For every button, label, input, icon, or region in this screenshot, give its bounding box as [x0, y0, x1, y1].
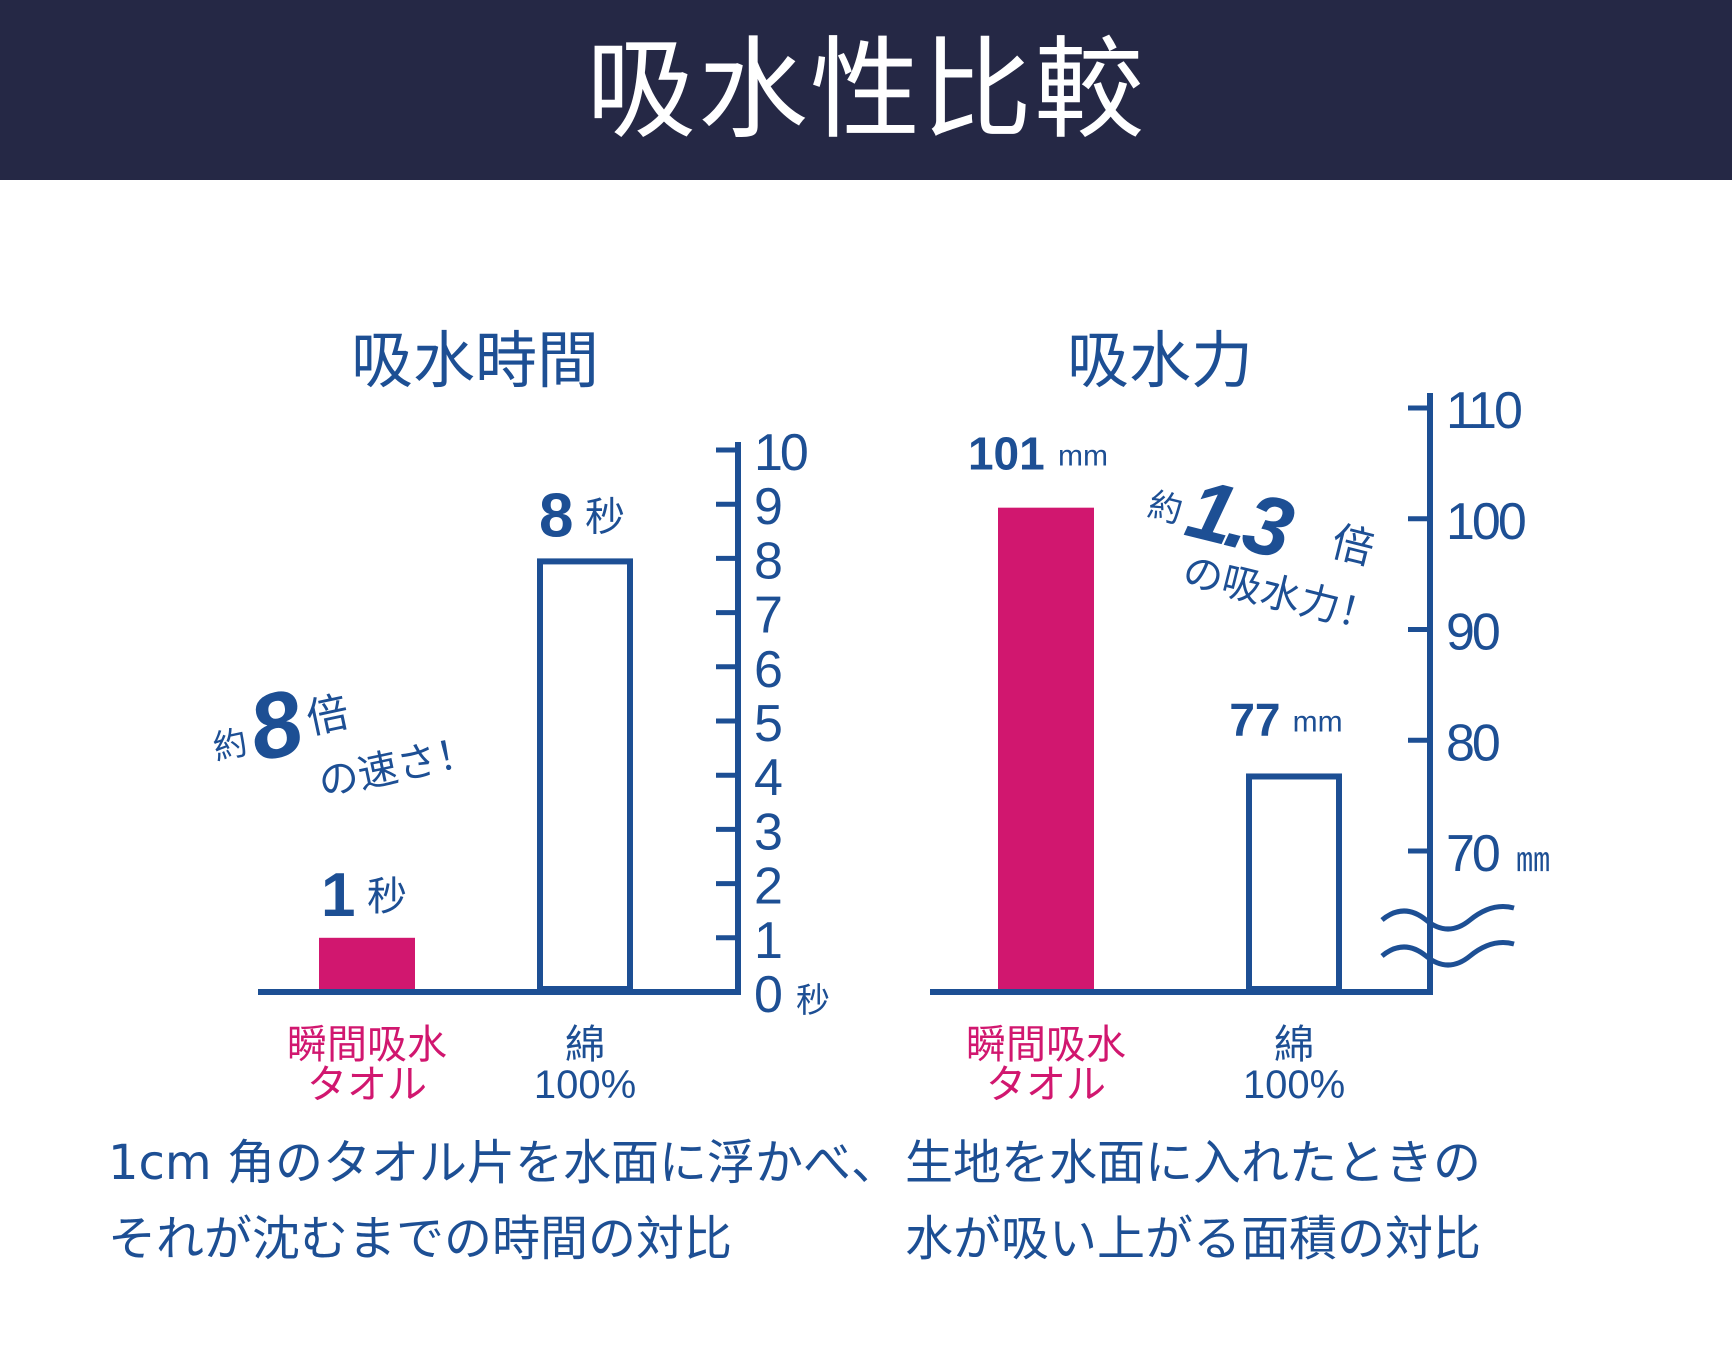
axis-break-wave-bottom — [1380, 940, 1515, 968]
chart-absorption-power-title: 吸水力 — [1066, 324, 1253, 397]
bar — [998, 507, 1094, 989]
y-tick-label: 3 — [754, 803, 781, 861]
caption-line: 1cm 角のタオル片を水面に浮かべ、 — [108, 1135, 899, 1191]
chart-absorption-power-caption: 生地を水面に入れたときの 水が吸い上がる面積の対比 — [905, 1125, 1705, 1277]
caption-line: 水が吸い上がる面積の対比 — [905, 1211, 1482, 1267]
y-tick-label: 7 — [754, 587, 781, 645]
page-title: 吸水性比較 — [586, 26, 1146, 154]
y-unit-label: 秒 — [796, 982, 830, 1020]
callout-text: の速さ！ — [315, 729, 481, 805]
category-label: 瞬間吸水 — [287, 1023, 447, 1067]
y-tick-label: 100 — [1446, 493, 1525, 551]
bar-value-unit: mm — [1058, 440, 1108, 473]
category-label: 100% — [534, 1063, 636, 1107]
bar-value-unit: 秒 — [367, 875, 407, 919]
y-tick-label: 1 — [754, 912, 781, 970]
y-tick-label: 8 — [754, 532, 781, 590]
y-tick-label: 70 — [1446, 825, 1499, 883]
callout-prefix: 約 — [210, 724, 251, 768]
bar-value-label: 77 — [1229, 693, 1280, 745]
y-tick-label: 80 — [1446, 714, 1499, 772]
category-label: 瞬間吸水 — [966, 1023, 1126, 1067]
header-bar: 吸水性比較 — [0, 0, 1732, 180]
bar — [537, 558, 633, 993]
y-tick-label: 5 — [754, 695, 781, 753]
bar-value-label: 1 — [321, 861, 355, 930]
caption-line: それが沈むまでの時間の対比 — [108, 1211, 733, 1267]
bar-value-unit: 秒 — [585, 495, 625, 539]
y-tick-label: 4 — [754, 749, 782, 807]
axis-break-wave-top — [1380, 904, 1515, 932]
category-label: 100% — [1243, 1063, 1345, 1107]
y-tick-label: 110 — [1446, 382, 1521, 440]
category-label: 綿 — [565, 1023, 605, 1067]
y-tick-label: 2 — [754, 858, 781, 916]
bar-value-unit: mm — [1293, 705, 1343, 738]
bar-value-label: 101 — [968, 428, 1045, 480]
y-tick-label: 0 — [754, 966, 781, 1024]
callout-suffix: 倍 — [1327, 518, 1379, 574]
y-tick-label: 6 — [754, 641, 781, 699]
chart-absorption-time-title: 吸水時間 — [350, 324, 599, 397]
callout-prefix: 約 — [1144, 486, 1186, 531]
bar — [319, 937, 415, 989]
chart-absorption-time-caption: 1cm 角のタオル片を水面に浮かべ、 それが沈むまでの時間の対比 — [108, 1125, 908, 1277]
category-label: 綿 — [1274, 1023, 1314, 1067]
y-tick-label: 10 — [754, 424, 807, 482]
y-unit-label: ㎜ — [1516, 841, 1550, 879]
callout-suffix: 倍 — [302, 688, 353, 743]
bar-value-label: 8 — [539, 481, 573, 550]
category-label: タオル — [986, 1063, 1106, 1107]
y-tick-label: 90 — [1446, 604, 1499, 662]
caption-line: 生地を水面に入れたときの — [905, 1135, 1482, 1191]
y-tick-label: 9 — [754, 478, 781, 536]
callout-value: 8 — [240, 670, 312, 781]
category-label: タオル — [307, 1063, 427, 1107]
bar — [1246, 773, 1342, 992]
